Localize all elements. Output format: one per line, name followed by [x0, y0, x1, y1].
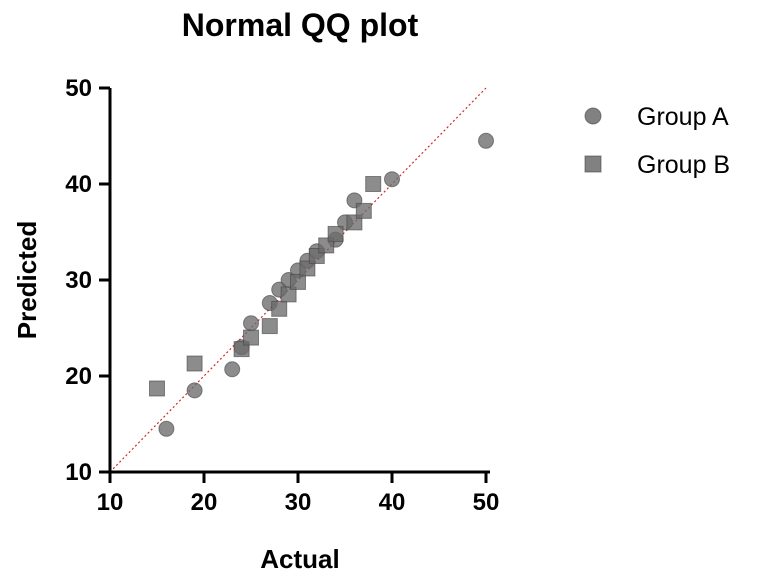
y-tick-label: 10 [65, 459, 92, 486]
group-b-point [355, 202, 372, 219]
x-tick-label: 30 [285, 489, 312, 516]
axis-ticks-layer: 10 20 30 40 50 10 20 30 40 50 [65, 75, 499, 516]
x-tick-label: 40 [379, 489, 406, 516]
legend-label: Group B [637, 151, 730, 179]
group-b-point [186, 355, 203, 372]
x-tick-label: 50 [473, 489, 500, 516]
group-a-point [158, 420, 175, 437]
chart-title: Normal QQ plot [182, 7, 419, 43]
group-b-point [149, 380, 165, 397]
legend: Group A Group B [584, 103, 730, 179]
data-points-layer [149, 132, 494, 437]
y-tick-label: 30 [65, 267, 92, 294]
group-b-point [327, 225, 344, 242]
group-b-point [365, 176, 382, 192]
x-tick-label: 10 [97, 489, 124, 516]
y-tick-label: 20 [65, 363, 92, 390]
group-a-point [384, 171, 400, 188]
group-b-point [243, 329, 259, 346]
x-tick-label: 20 [191, 489, 218, 516]
legend-circle-marker [584, 107, 602, 125]
group-a-point [186, 382, 203, 399]
group-b-point [280, 286, 297, 303]
group-a-point [478, 132, 494, 149]
group-a-point [243, 315, 259, 332]
group-b-point [290, 273, 306, 290]
x-axis-label: Actual [260, 544, 339, 574]
group-b-point [261, 318, 278, 335]
legend-square-marker [584, 155, 602, 173]
y-axis-label: Predicted [12, 221, 42, 340]
group-a-point [224, 361, 241, 378]
y-tick-label: 50 [65, 75, 92, 102]
legend-label: Group A [637, 103, 729, 131]
y-tick-label: 40 [65, 171, 92, 198]
group-b-point [271, 300, 288, 317]
group-b-point [299, 260, 316, 277]
